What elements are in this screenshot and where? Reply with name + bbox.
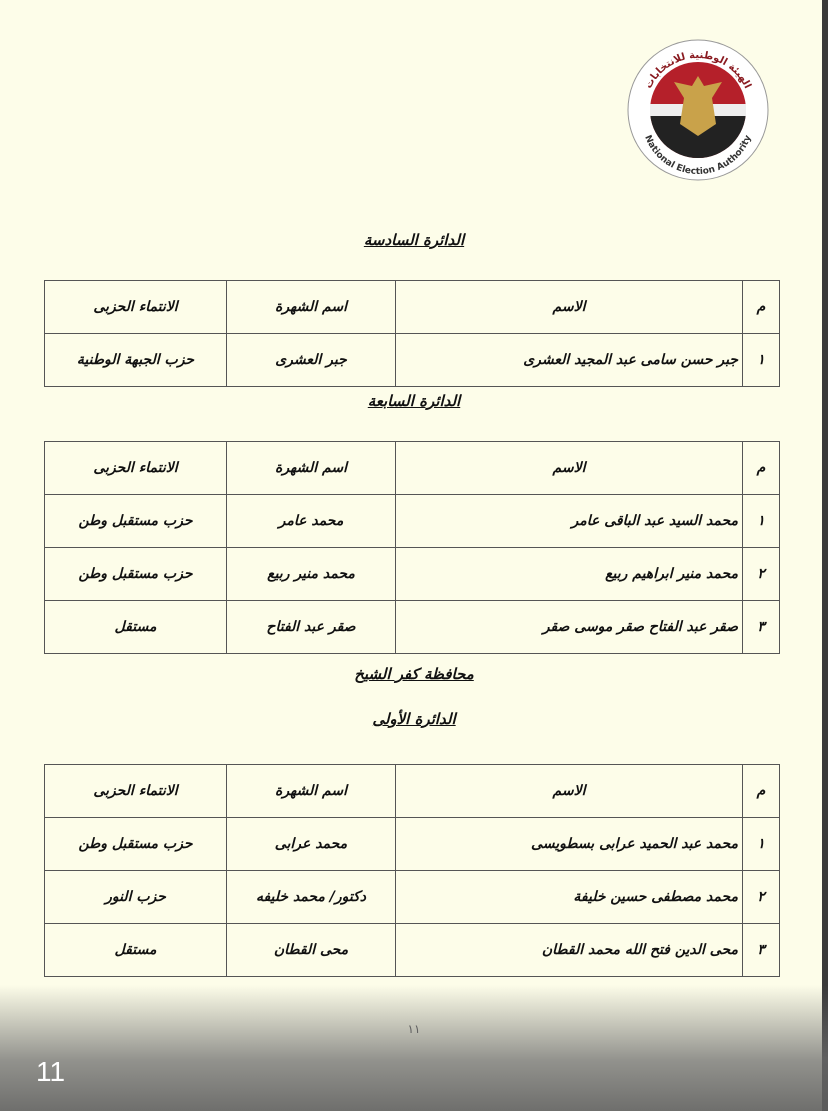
page-edge [822,0,828,1111]
header-popular-name: اسم الشهرة [226,280,396,334]
row-popular-name: محمد منير ربيع [226,547,396,601]
header-party: الانتماء الحزبى [44,764,227,818]
section-heading-first: الدائرة الأولى [372,710,456,728]
header-no: م [742,280,780,334]
row-popular-name: محى القطان [226,923,396,977]
row-no: ١ [742,817,780,871]
row-party: حزب مستقبل وطن [44,547,227,601]
table-row: ٢ محمد منير ابراهيم ربيع محمد منير ربيع … [44,547,780,601]
row-no: ٢ [742,870,780,924]
row-party: مستقل [44,923,227,977]
header-no: م [742,764,780,818]
row-popular-name: صقر عبد الفتاح [226,600,396,654]
row-no: ١ [742,494,780,548]
header-name: الاسم [395,280,743,334]
row-no: ٢ [742,547,780,601]
candidates-table-seventh: م الاسم اسم الشهرة الانتماء الحزبى ١ محم… [44,441,780,654]
page-counter: 11 [36,1056,66,1087]
header-popular-name: اسم الشهرة [226,764,396,818]
table-row: ٣ محى الدين فتح الله محمد القطان محى الق… [44,923,780,977]
row-no: ٣ [742,923,780,977]
row-party: حزب الجبهة الوطنية [44,333,227,387]
section-heading-seventh: الدائرة السابعة [367,392,461,410]
row-party: مستقل [44,600,227,654]
candidates-table-sixth: م الاسم اسم الشهرة الانتماء الحزبى ١ جبر… [44,280,780,387]
row-party: حزب مستقبل وطن [44,494,227,548]
table-row: ١ جبر حسن سامى عبد المجيد العشرى جبر الع… [44,333,780,387]
row-no: ١ [742,333,780,387]
table-header-row: م الاسم اسم الشهرة الانتماء الحزبى [44,764,780,818]
header-party: الانتماء الحزبى [44,441,227,495]
row-name: محى الدين فتح الله محمد القطان [395,923,743,977]
candidates-table-first: م الاسم اسم الشهرة الانتماء الحزبى ١ محم… [44,764,780,977]
row-name: صقر عبد الفتاح صقر موسى صقر [395,600,743,654]
section-heading-sixth: الدائرة السادسة [363,231,465,249]
governorate-heading: محافظة كفر الشيخ [354,665,474,683]
row-name: محمد السيد عبد الباقى عامر [395,494,743,548]
row-no: ٣ [742,600,780,654]
row-party: حزب مستقبل وطن [44,817,227,871]
table-header-row: م الاسم اسم الشهرة الانتماء الحزبى [44,441,780,495]
table-header-row: م الاسم اسم الشهرة الانتماء الحزبى [44,280,780,334]
row-popular-name: جبر العشرى [226,333,396,387]
table-row: ١ محمد عبد الحميد عرابى بسطويسى محمد عرا… [44,817,780,871]
row-name: محمد منير ابراهيم ربيع [395,547,743,601]
table-row: ٢ محمد مصطفى حسين خليفة دكتور/ محمد خليف… [44,870,780,924]
row-popular-name: محمد عامر [226,494,396,548]
row-name: جبر حسن سامى عبد المجيد العشرى [395,333,743,387]
table-row: ٣ صقر عبد الفتاح صقر موسى صقر صقر عبد ال… [44,600,780,654]
national-election-authority-logo: الهيئة الوطنية للانتخابات National Elect… [627,39,769,181]
table-row: ١ محمد السيد عبد الباقى عامر محمد عامر ح… [44,494,780,548]
row-popular-name: محمد عرابى [226,817,396,871]
row-name: محمد مصطفى حسين خليفة [395,870,743,924]
header-popular-name: اسم الشهرة [226,441,396,495]
row-party: حزب النور [44,870,227,924]
viewer-overlay [0,985,828,1111]
header-name: الاسم [395,764,743,818]
header-no: م [742,441,780,495]
row-popular-name: دكتور/ محمد خليفه [226,870,396,924]
header-name: الاسم [395,441,743,495]
header-party: الانتماء الحزبى [44,280,227,334]
row-name: محمد عبد الحميد عرابى بسطويسى [395,817,743,871]
